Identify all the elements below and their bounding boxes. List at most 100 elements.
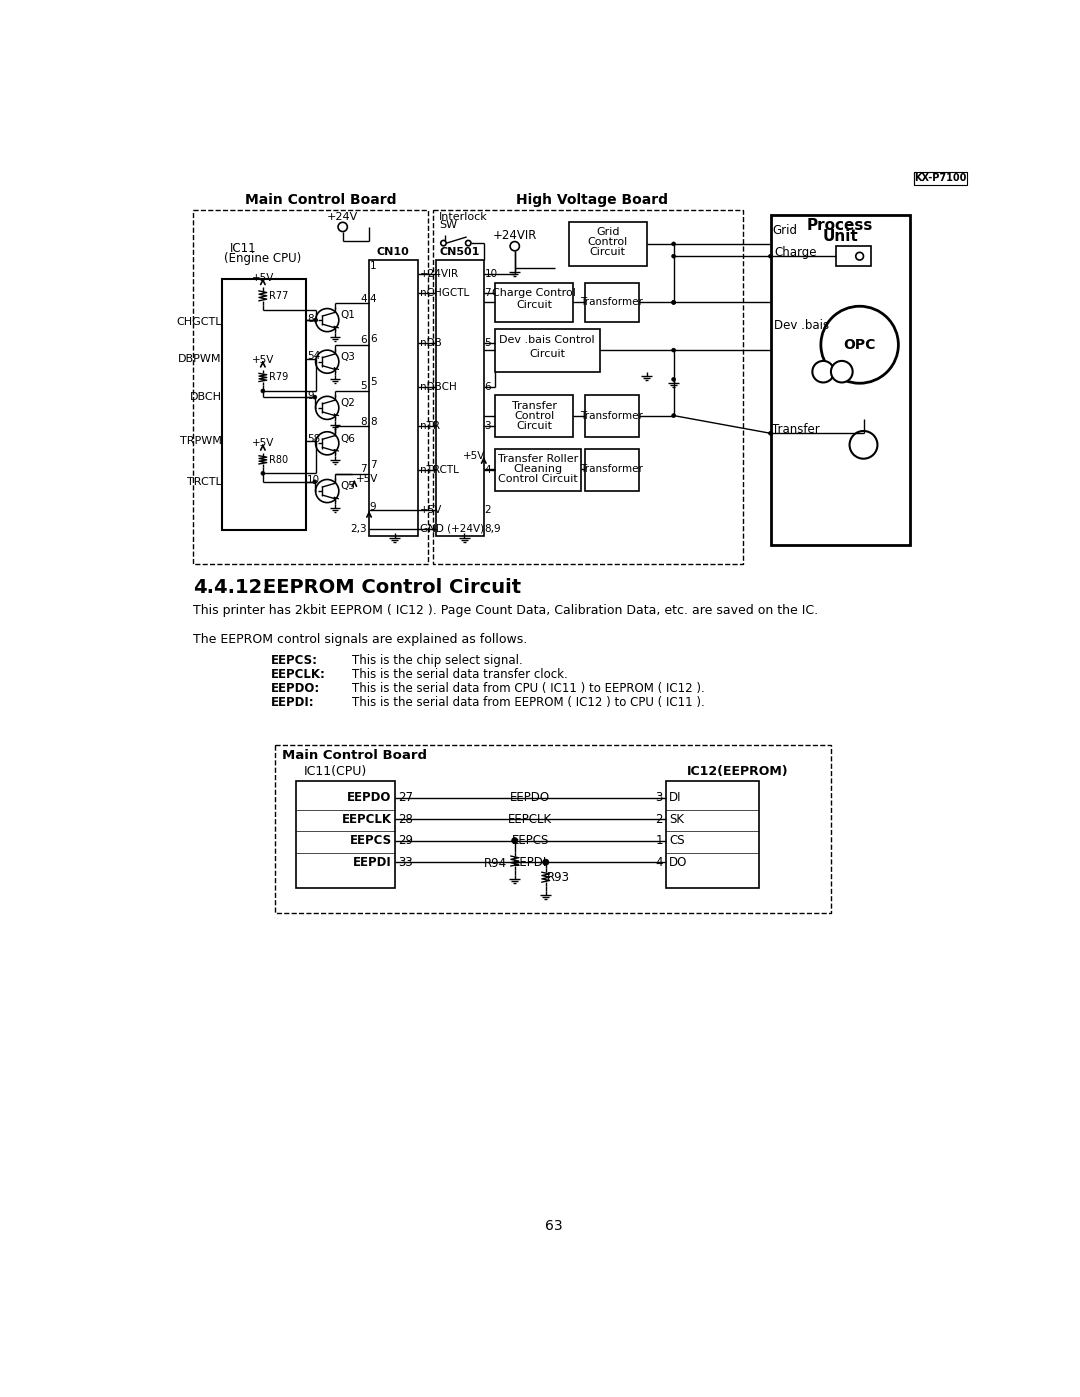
Text: High Voltage Board: High Voltage Board [516,193,669,207]
Text: 7: 7 [360,464,367,475]
Text: +5V: +5V [356,475,378,485]
Text: 4: 4 [485,465,491,475]
Text: SW: SW [438,221,457,231]
Text: DI: DI [669,791,681,805]
Text: Main Control Board: Main Control Board [282,749,428,763]
Text: The EEPROM control signals are explained as follows.: The EEPROM control signals are explained… [193,633,527,647]
Text: 58: 58 [307,434,321,444]
Text: 8,9: 8,9 [485,524,501,534]
Text: Q6: Q6 [340,433,355,444]
Text: 5: 5 [485,338,491,348]
Text: Dev .bais: Dev .bais [774,319,829,332]
Text: EEPCS:: EEPCS: [271,654,318,666]
Text: EEPCS: EEPCS [350,834,392,847]
Text: 27: 27 [397,791,413,805]
Text: Circuit: Circuit [516,422,552,432]
Text: EEPCLK: EEPCLK [341,813,392,826]
Text: 6: 6 [369,334,377,344]
Text: This is the serial data from CPU ( IC11 ) to EEPROM ( IC12 ).: This is the serial data from CPU ( IC11 … [352,682,705,694]
Text: 7: 7 [485,288,491,298]
Text: 8: 8 [307,314,313,324]
Text: +5V: +5V [252,272,274,282]
Text: This is the serial data transfer clock.: This is the serial data transfer clock. [352,668,568,680]
Circle shape [672,300,676,305]
Text: 33: 33 [397,856,413,869]
Circle shape [465,240,471,246]
Text: 2: 2 [485,506,491,515]
Circle shape [672,348,676,352]
Text: +24VIR: +24VIR [420,268,459,279]
Text: nCHGCTL: nCHGCTL [420,288,470,298]
Text: R80: R80 [269,455,288,465]
Polygon shape [435,260,484,535]
Text: Grid: Grid [772,225,797,237]
Text: GND (+24V): GND (+24V) [420,524,484,534]
Text: EEPDI: EEPDI [513,856,548,869]
Text: 8: 8 [360,416,367,426]
Text: 4: 4 [360,293,367,303]
Text: OPC: OPC [843,338,876,352]
Text: Control Circuit: Control Circuit [498,475,578,485]
Text: EEPDO: EEPDO [510,791,551,805]
Circle shape [672,377,676,381]
Text: TRCTL: TRCTL [187,476,221,486]
Text: +5V: +5V [252,439,274,448]
Text: 9: 9 [307,391,313,401]
Circle shape [261,471,265,475]
Text: Cleaning: Cleaning [513,464,563,475]
Text: DO: DO [669,856,687,869]
Circle shape [850,432,877,458]
Text: R79: R79 [269,373,288,383]
Text: +24V: +24V [327,212,359,222]
Circle shape [672,414,676,418]
Circle shape [313,395,316,400]
Text: IC12(EEPROM): IC12(EEPROM) [687,764,788,778]
Text: EEPCLK:: EEPCLK: [271,668,325,680]
Text: Unit: Unit [822,229,859,244]
Circle shape [769,432,772,436]
Text: This is the chip select signal.: This is the chip select signal. [352,654,523,666]
Text: 9: 9 [369,502,377,513]
Text: Q1: Q1 [340,310,355,320]
Text: nDB: nDB [420,338,442,348]
Text: Process: Process [807,218,874,233]
Text: Q2: Q2 [340,398,355,408]
Text: 4: 4 [369,293,377,303]
Text: Transfer Roller: Transfer Roller [498,454,578,464]
Text: 1: 1 [369,261,377,271]
Circle shape [441,240,446,246]
Circle shape [769,254,772,258]
Text: 28: 28 [397,813,413,826]
Text: TRPWM: TRPWM [180,436,221,446]
Text: 6: 6 [485,383,491,393]
Circle shape [261,388,265,393]
Text: 2: 2 [656,813,663,826]
Text: 4: 4 [656,856,663,869]
Text: 3: 3 [485,422,491,432]
Text: DBPWM: DBPWM [178,353,221,363]
Text: Interlock: Interlock [438,212,487,222]
Text: EEPCLK: EEPCLK [509,813,552,826]
Text: CS: CS [669,834,685,847]
Text: 6: 6 [360,335,367,345]
Text: This is the serial data from EEPROM ( IC12 ) to CPU ( IC11 ).: This is the serial data from EEPROM ( IC… [352,696,705,708]
Text: R94: R94 [484,858,507,870]
Text: Transformer: Transformer [580,411,643,420]
Text: EEPDO: EEPDO [347,791,392,805]
Text: Transformer: Transformer [580,298,643,307]
Text: Q3: Q3 [340,352,355,362]
Text: 4.4.12.: 4.4.12. [193,578,270,597]
Text: 3: 3 [656,791,663,805]
Text: IC11: IC11 [230,242,256,256]
Text: Q5: Q5 [340,482,355,492]
Text: +5V: +5V [420,506,443,515]
Circle shape [812,360,834,383]
Text: This printer has 2kbit EEPROM ( IC12 ). Page Count Data, Calibration Data, etc. : This printer has 2kbit EEPROM ( IC12 ). … [193,604,819,617]
Text: 10: 10 [485,268,498,279]
Circle shape [672,300,676,305]
Text: 1: 1 [656,834,663,847]
Text: +5V: +5V [463,451,485,461]
Text: nTR: nTR [420,422,441,432]
Text: +5V: +5V [252,355,274,365]
Text: 7: 7 [369,460,377,469]
